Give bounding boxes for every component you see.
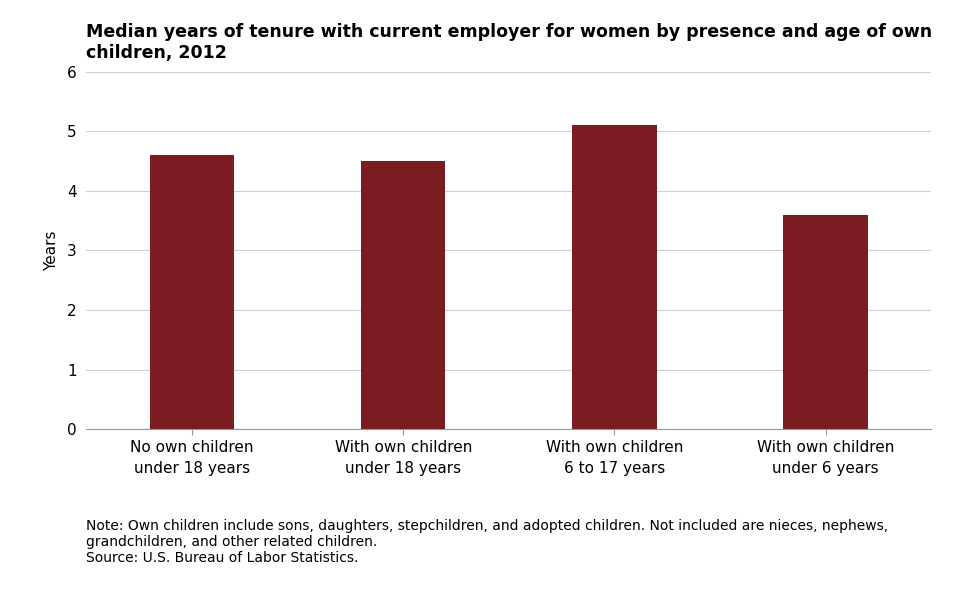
Text: Median years of tenure with current employer for women by presence and age of ow: Median years of tenure with current empl…: [86, 23, 932, 61]
Bar: [572, 125, 657, 429]
Bar: [783, 215, 868, 429]
Y-axis label: Years: Years: [43, 230, 59, 271]
Bar: [150, 155, 234, 429]
Bar: [361, 161, 445, 429]
Text: Note: Own children include sons, daughters, stepchildren, and adopted children. : Note: Own children include sons, daughte…: [86, 519, 889, 565]
